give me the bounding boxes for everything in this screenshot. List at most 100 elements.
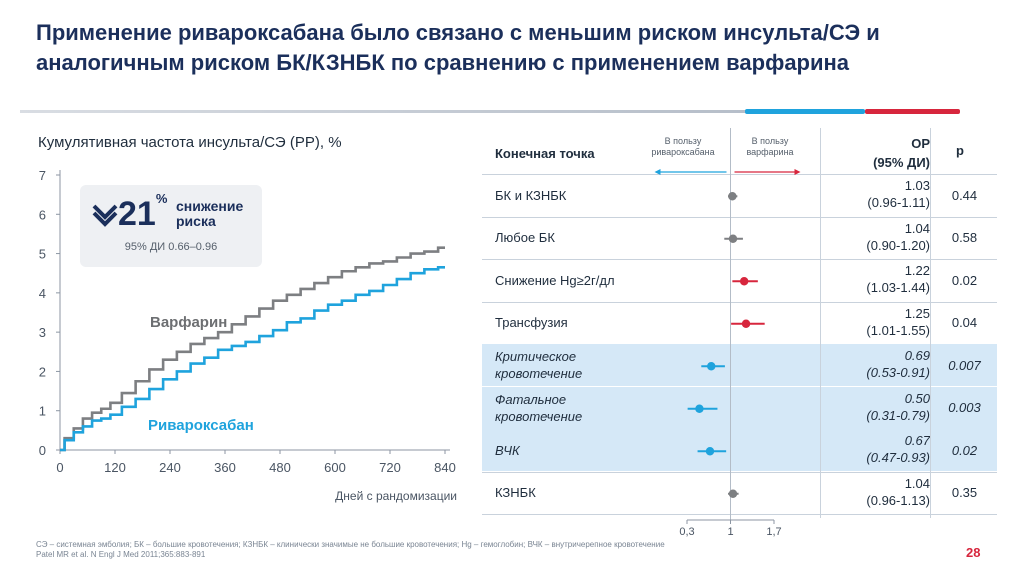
header-separator	[482, 174, 997, 175]
forest-row: Снижение Hg≥2г/дл 1.22 (1.03-1.44) 0.02	[482, 259, 997, 301]
p-value: 0.44	[951, 187, 978, 203]
point-estimate	[728, 192, 737, 201]
or-cell: 0.67 (0.47-0.93)	[822, 432, 930, 466]
row-separator	[482, 301, 997, 303]
footnote-abbreviations: СЭ – системная эмболия; БК – большие кро…	[36, 540, 665, 549]
favor-right-arrowhead	[794, 169, 801, 175]
row-separator	[482, 259, 997, 260]
callout-ci: 95% ДИ 0.66–0.96	[124, 241, 218, 253]
or-value: 1.04	[904, 220, 930, 236]
forest-row: Трансфузия 1.25 (1.01-1.55) 0.04	[482, 302, 997, 344]
or-ci: (0.31-0.79)	[866, 407, 930, 423]
series-label-warfarin: Варфарин	[150, 314, 227, 331]
point-estimate	[741, 319, 751, 328]
or-ci: (0.53-0.91)	[866, 365, 930, 380]
point-estimate	[728, 234, 738, 243]
point-estimate	[707, 362, 716, 371]
p-value: 0.003	[948, 400, 981, 415]
x-axis-label: Дней с рандомизации	[335, 489, 457, 503]
row-separator	[482, 216, 997, 218]
or-cell: 1.04 (0.90-1.20)	[822, 220, 930, 254]
or-value: 1.25	[904, 305, 930, 321]
or-value: 1.04	[904, 475, 930, 491]
point-estimate	[728, 489, 738, 498]
or-ci: (1.01-1.55)	[866, 322, 930, 338]
footnote: СЭ – системная эмболия; БК – большие кро…	[36, 540, 796, 560]
endpoint-label: Снижение Hg≥2г/дл	[495, 272, 615, 288]
or-value: 0.67	[904, 433, 930, 448]
p-value: 0.02	[951, 442, 978, 458]
or-ci: (1.03-1.44)	[866, 280, 930, 295]
y-tick-label: 2	[39, 364, 46, 379]
y-tick-label: 6	[39, 207, 46, 222]
page-number: 28	[966, 545, 981, 560]
forest-x-tick-label: 0,3	[679, 526, 694, 538]
x-tick-label: 600	[324, 460, 346, 475]
favor-rivaroxaban-label: В пользу ривароксабана	[651, 136, 715, 157]
forest-row: ВЧК 0.67 (0.47-0.93) 0.02	[482, 429, 997, 471]
y-tick-label: 7	[39, 168, 46, 183]
slide-title: Применение ривароксабана было связано с …	[36, 20, 880, 75]
favor-warfarin-label: В пользу варфарина	[746, 136, 794, 157]
or-value: 1.03	[904, 178, 930, 193]
endpoint-label: Трансфузия	[495, 315, 568, 330]
x-tick-label: 840	[434, 460, 456, 475]
y-tick-label: 3	[39, 325, 46, 340]
y-tick-label: 0	[39, 443, 46, 458]
x-tick-label: 240	[159, 460, 181, 475]
column-header-endpoint: Конечная точка	[495, 146, 595, 161]
kaplan-meier-chart: 0 1 2 3 4 5 6 7 0 120 240 360 480 600 720 840 Дней с ран…	[39, 168, 457, 503]
forest-row: Любое БК 1.04 (0.90-1.20) 0.58	[482, 217, 997, 259]
p-value: 0.02	[951, 272, 978, 288]
risk-reduction-callout: 21% снижение риска 95% ДИ 0.66–0.96	[80, 185, 262, 267]
or-cell: 0.50 (0.31-0.79)	[822, 390, 930, 424]
series-label-rivaroxaban: Ривароксабан	[148, 417, 254, 434]
or-ci: (0.47-0.93)	[866, 450, 930, 465]
column-divider	[930, 128, 931, 518]
or-value: 0.50	[904, 390, 930, 406]
point-estimate	[705, 447, 715, 456]
endpoint-label: КЗНБК	[495, 485, 536, 500]
footnote-reference: Patel MR et al. N Engl J Med 2011;365:88…	[36, 550, 206, 559]
p-value: 0.35	[951, 485, 978, 500]
chart-title: Кумулятивная частота инсульта/СЭ (РР), %	[38, 134, 342, 151]
x-tick-label: 360	[214, 460, 236, 475]
or-cell: 0.69 (0.53-0.91)	[822, 347, 930, 381]
forest-x-tick-label: 1,7	[766, 526, 781, 538]
or-ci: (0.90-1.20)	[866, 237, 930, 253]
row-separator	[482, 471, 997, 473]
or-cell: 1.22 (1.03-1.44)	[822, 262, 930, 296]
callout-percent-value: 21	[118, 195, 156, 233]
endpoint-label: ВЧК	[495, 442, 520, 458]
forest-x-tick-label: 1	[727, 526, 733, 538]
favor-left-arrowhead	[654, 169, 661, 175]
row-separator	[482, 514, 997, 515]
x-tick-label: 120	[104, 460, 126, 475]
title-rule	[20, 109, 960, 114]
forest-plot: 0,3 1 1,7	[654, 128, 801, 538]
title-rule-red	[865, 109, 960, 114]
or-ci: (0.96-1.11)	[867, 195, 930, 210]
or-value: 0.69	[904, 348, 930, 363]
column-header-p: p	[956, 143, 964, 158]
or-cell: 1.04 (0.96-1.13)	[822, 475, 930, 509]
x-tick-label: 720	[379, 460, 401, 475]
column-divider	[820, 128, 821, 518]
point-estimate	[695, 404, 704, 413]
endpoint-label: Критическое кровотечение	[495, 349, 583, 381]
y-tick-label: 5	[39, 247, 46, 262]
point-estimate	[739, 277, 749, 286]
title-rule-grey	[20, 110, 750, 113]
series-line-rivaroxaban	[60, 266, 445, 452]
endpoint-label: БК и КЗНБК	[495, 187, 567, 203]
p-value: 0.58	[951, 230, 978, 245]
forest-row: БК и КЗНБК 1.03 (0.96-1.11) 0.44	[482, 174, 997, 216]
y-tick-label: 1	[39, 404, 46, 419]
forest-row: Критическое кровотечение 0.69 (0.53-0.91) 0…	[482, 344, 997, 386]
callout-percent: 21%	[118, 191, 167, 234]
series-line-warfarin	[60, 246, 445, 452]
column-header-or: ОР (95% ДИ)	[820, 134, 930, 172]
or-cell: 1.25 (1.01-1.55)	[822, 305, 930, 339]
or-cell: 1.03 (0.96-1.11)	[822, 177, 930, 211]
callout-percent-sign: %	[155, 190, 168, 206]
